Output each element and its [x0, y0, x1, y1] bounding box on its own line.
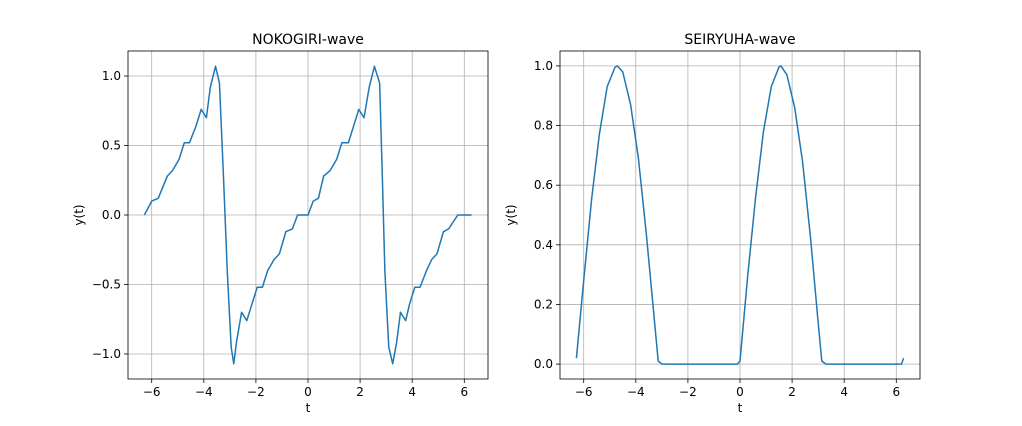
x-tick-label: −4: [627, 385, 645, 399]
x-tick-label: −6: [575, 385, 593, 399]
y-tick-label: 0.8: [534, 119, 553, 133]
x-tick-label: 0: [736, 385, 744, 399]
x-tick-label: 4: [408, 385, 416, 399]
y-tick-label: 0.4: [534, 238, 553, 252]
chart-title: NOKOGIRI-wave: [252, 32, 364, 48]
y-tick-label: −0.5: [92, 277, 121, 291]
x-tick-label: 2: [788, 385, 796, 399]
y-tick-label: −1.0: [92, 347, 121, 361]
x-tick-label: 0: [304, 385, 312, 399]
y-tick-label: 1.0: [102, 69, 121, 83]
chart-title: SEIRYUHA-wave: [684, 32, 795, 48]
series-line: [143, 65, 472, 365]
seiryuha-wave-plot: −6 −4 −2 0 2 4 6 0.0 0.2 0.4 0.6 0.8 1.0 SEIRYUHA-wav…: [504, 32, 921, 415]
x-tick-label: −2: [679, 385, 697, 399]
x-tick-label: −4: [195, 385, 213, 399]
y-axis-label: y(t): [72, 204, 86, 225]
y-tick-label: 1.0: [534, 59, 553, 73]
y-tick-label: 0.5: [102, 139, 121, 153]
x-tick-label: 6: [892, 385, 900, 399]
x-tick-label: 4: [840, 385, 848, 399]
x-axis-label: t: [306, 401, 311, 415]
y-tick-label: 0.0: [102, 208, 121, 222]
nokogiri-wave-plot: −6 −4 −2 0 2 4 6 −1.0 −0.5 0.0 0.5 1.0 NOKOGIRI-wave…: [72, 32, 489, 415]
x-tick-label: −2: [247, 385, 265, 399]
y-axis-label: y(t): [504, 204, 518, 225]
y-tick-label: 0.0: [534, 357, 553, 371]
y-tick-label: 0.6: [534, 178, 553, 192]
x-axis-label: t: [738, 401, 743, 415]
x-tick-label: −6: [143, 385, 161, 399]
y-tick-label: 0.2: [534, 297, 553, 311]
x-tick-label: 6: [460, 385, 468, 399]
x-tick-label: 2: [356, 385, 364, 399]
series-line: [575, 65, 905, 365]
